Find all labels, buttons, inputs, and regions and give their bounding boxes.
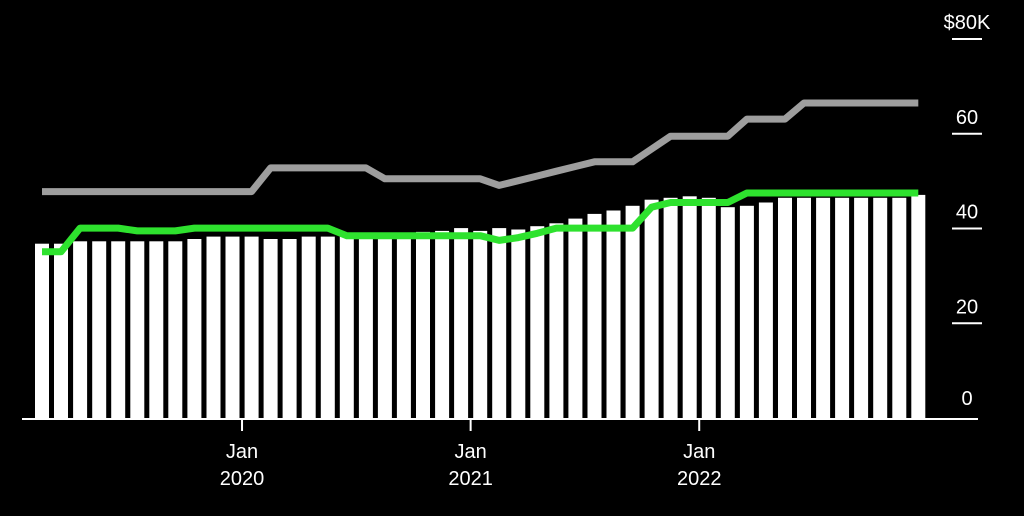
bar-2020-06 xyxy=(320,236,335,419)
line-series-2 xyxy=(42,189,919,256)
bar-2021-09 xyxy=(606,210,621,419)
bar-2022-01 xyxy=(682,196,697,419)
bar-2023-01 xyxy=(911,194,926,419)
bar-2019-06 xyxy=(92,241,107,419)
x-tick-label-month: Jan xyxy=(226,441,258,463)
bar-2019-10 xyxy=(168,241,183,419)
bar-2019-07 xyxy=(111,241,126,419)
bar-2022-12 xyxy=(892,197,907,419)
x-tick-label-month: Jan xyxy=(455,441,487,463)
bar-2020-02 xyxy=(244,236,259,419)
bar-2019-04 xyxy=(54,243,68,419)
x-tick-label-month: Jan xyxy=(683,441,715,463)
bar-2020-05 xyxy=(301,236,316,419)
bar-2019-09 xyxy=(149,241,164,419)
bar-2021-12 xyxy=(663,197,678,419)
bar-2022-02 xyxy=(701,197,716,419)
bar-2022-03 xyxy=(720,207,735,419)
bar-2022-10 xyxy=(854,197,869,419)
lines-layer xyxy=(42,99,919,256)
bar-2021-06 xyxy=(549,223,564,419)
y-tick-label: $80K xyxy=(944,12,991,34)
bar-2022-05 xyxy=(758,202,773,419)
bar-2022-08 xyxy=(816,197,831,419)
bar-2021-08 xyxy=(587,213,602,419)
bar-2021-04 xyxy=(511,229,526,419)
bar-2020-01 xyxy=(225,236,240,419)
y-tick-label: 20 xyxy=(956,296,978,318)
bar-2021-01 xyxy=(454,228,469,419)
bars-series xyxy=(35,194,926,419)
bar-2019-05 xyxy=(73,241,88,419)
bar-2021-05 xyxy=(530,226,545,419)
bar-2022-09 xyxy=(835,197,850,419)
bar-2020-03 xyxy=(263,239,278,419)
bar-2021-10 xyxy=(625,205,640,419)
y-tick-label: 0 xyxy=(961,388,972,410)
bar-2019-12 xyxy=(206,236,221,419)
bar-2020-04 xyxy=(282,239,297,419)
x-tick-label-year: 2022 xyxy=(677,468,722,490)
bar-2019-03 xyxy=(35,243,49,419)
bar-2022-07 xyxy=(797,197,811,419)
bar-2021-03 xyxy=(492,228,507,419)
x-tick-label-year: 2020 xyxy=(220,468,265,490)
bar-2020-08 xyxy=(358,235,373,419)
bar-2020-09 xyxy=(377,234,392,419)
bar-2020-11 xyxy=(416,231,430,419)
x-tick-label-year: 2021 xyxy=(448,468,493,490)
bar-2021-07 xyxy=(568,218,583,419)
y-axis-ticks: 0 20 40 60 $80K xyxy=(944,12,991,410)
bar-2020-10 xyxy=(396,232,411,419)
bar-2021-02 xyxy=(473,230,488,419)
bar-2019-08 xyxy=(130,241,145,419)
y-tick-label: 60 xyxy=(956,107,978,129)
bar-2022-06 xyxy=(778,197,792,419)
bar-2022-11 xyxy=(873,197,888,419)
line-series-1 xyxy=(42,99,919,196)
y-tick-label: 40 xyxy=(956,202,978,224)
bar-2022-04 xyxy=(739,205,754,419)
x-axis-ticks: Jan 2020 Jan 2021 Jan 2022 xyxy=(220,419,722,490)
bar-2020-07 xyxy=(339,236,354,419)
bar-2019-11 xyxy=(187,239,202,419)
bar-2020-12 xyxy=(435,230,450,419)
bar-2021-11 xyxy=(644,199,659,419)
